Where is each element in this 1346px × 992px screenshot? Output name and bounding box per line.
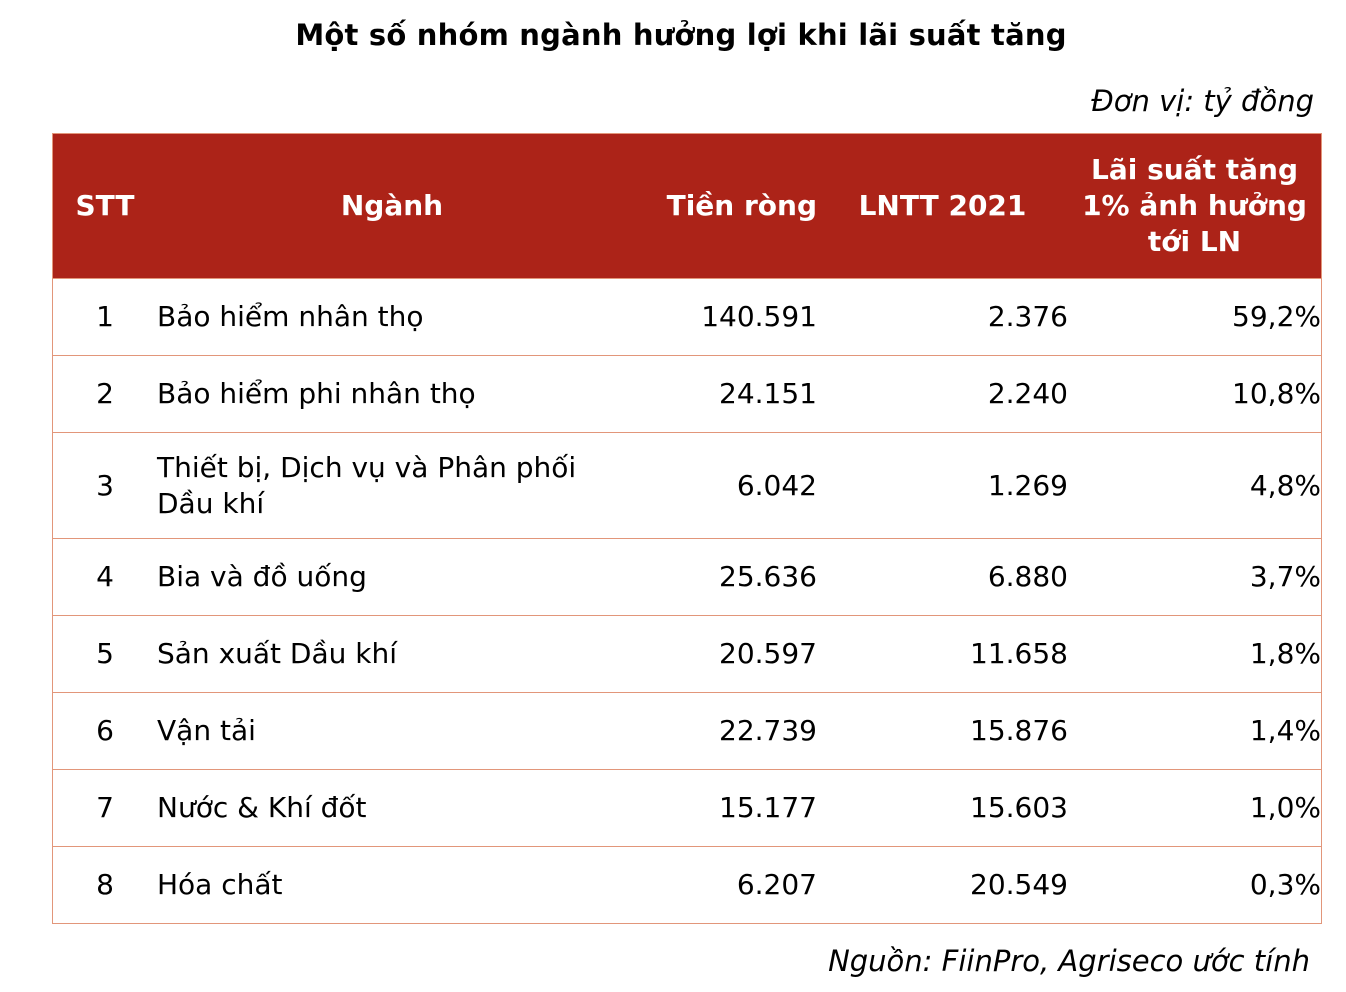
cell-net-cash: 140.591 xyxy=(627,278,817,356)
table-row: 2 Bảo hiểm phi nhân thọ 24.151 2.240 10,… xyxy=(52,355,1322,433)
cell-sector: Bảo hiểm phi nhân thọ xyxy=(157,355,627,433)
cell-stt: 2 xyxy=(52,355,157,433)
cell-net-cash: 20.597 xyxy=(627,615,817,693)
table-row: 7 Nước & Khí đốt 15.177 15.603 1,0% xyxy=(52,769,1322,847)
cell-stt: 4 xyxy=(52,538,157,616)
cell-sector: Vận tải xyxy=(157,692,627,770)
cell-stt: 6 xyxy=(52,692,157,770)
cell-pbt: 11.658 xyxy=(817,615,1068,693)
cell-stt: 8 xyxy=(52,846,157,924)
table-row: 5 Sản xuất Dầu khí 20.597 11.658 1,8% xyxy=(52,615,1322,693)
cell-pbt: 1.269 xyxy=(817,432,1068,539)
cell-sector: Sản xuất Dầu khí xyxy=(157,615,627,693)
cell-impact: 59,2% xyxy=(1068,278,1322,356)
cell-sector: Thiết bị, Dịch vụ và Phân phối Dầu khí xyxy=(157,432,627,539)
header-pbt-2021: LNTT 2021 xyxy=(858,189,1027,222)
cell-sector: Bảo hiểm nhân thọ xyxy=(157,278,627,356)
table-header-row: STT Ngành Tiền ròng LNTT 2021 Lãi suất t… xyxy=(52,133,1322,279)
cell-net-cash: 22.739 xyxy=(627,692,817,770)
cell-sector: Bia và đồ uống xyxy=(157,538,627,616)
cell-impact: 0,3% xyxy=(1068,846,1322,924)
header-stt: STT xyxy=(75,189,135,222)
cell-stt: 1 xyxy=(52,278,157,356)
cell-sector: Hóa chất xyxy=(157,846,627,924)
unit-note: Đơn vị: tỷ đồng xyxy=(1091,84,1314,118)
cell-net-cash: 15.177 xyxy=(627,769,817,847)
cell-impact: 1,4% xyxy=(1068,692,1322,770)
table-row: 4 Bia và đồ uống 25.636 6.880 3,7% xyxy=(52,538,1322,616)
cell-pbt: 2.376 xyxy=(817,278,1068,356)
page-title: Một số nhóm ngành hưởng lợi khi lãi suất… xyxy=(295,18,1067,52)
table-row: 6 Vận tải 22.739 15.876 1,4% xyxy=(52,692,1322,770)
cell-impact: 10,8% xyxy=(1068,355,1322,433)
cell-impact: 3,7% xyxy=(1068,538,1322,616)
cell-stt: 5 xyxy=(52,615,157,693)
cell-impact: 1,0% xyxy=(1068,769,1322,847)
cell-pbt: 20.549 xyxy=(817,846,1068,924)
cell-pbt: 6.880 xyxy=(817,538,1068,616)
header-net-cash: Tiền ròng xyxy=(666,189,817,222)
sector-table: STT Ngành Tiền ròng LNTT 2021 Lãi suất t… xyxy=(52,133,1322,924)
cell-stt: 3 xyxy=(52,432,157,539)
cell-impact: 1,8% xyxy=(1068,615,1322,693)
cell-net-cash: 6.042 xyxy=(627,432,817,539)
header-rate-impact: Lãi suất tăng 1% ảnh hưởng tới LN xyxy=(1082,153,1307,258)
table-row: 1 Bảo hiểm nhân thọ 140.591 2.376 59,2% xyxy=(52,278,1322,356)
table-row: 3 Thiết bị, Dịch vụ và Phân phối Dầu khí… xyxy=(52,432,1322,539)
cell-stt: 7 xyxy=(52,769,157,847)
table-row: 8 Hóa chất 6.207 20.549 0,3% xyxy=(52,846,1322,924)
header-sector: Ngành xyxy=(340,189,444,222)
cell-net-cash: 6.207 xyxy=(627,846,817,924)
cell-impact: 4,8% xyxy=(1068,432,1322,539)
source-note: Nguồn: FiinPro, Agriseco ước tính xyxy=(828,944,1310,978)
cell-pbt: 2.240 xyxy=(817,355,1068,433)
cell-pbt: 15.876 xyxy=(817,692,1068,770)
cell-net-cash: 24.151 xyxy=(627,355,817,433)
cell-pbt: 15.603 xyxy=(817,769,1068,847)
cell-net-cash: 25.636 xyxy=(627,538,817,616)
cell-sector: Nước & Khí đốt xyxy=(157,769,627,847)
